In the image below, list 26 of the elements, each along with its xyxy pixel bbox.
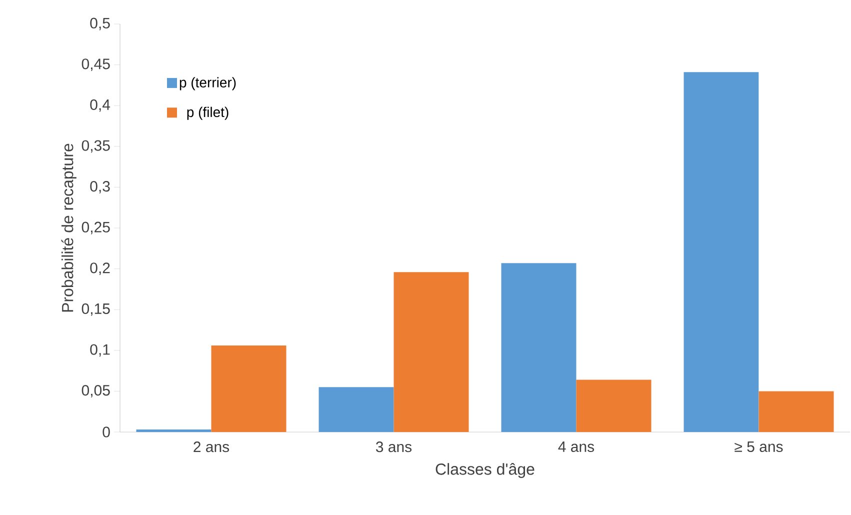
legend-label: p (filet) [187,106,228,120]
x-axis-title: Classes d'âge [436,463,534,478]
x-tick-label: ≥ 5 ans [734,442,783,452]
bar [318,387,394,432]
y-tick-label: 0,25 [82,222,110,234]
bar [758,391,834,432]
bar [211,346,286,432]
x-tick-label: 4 ans [558,442,594,452]
bar [394,272,469,432]
x-tick-label: 2 ans [194,442,230,452]
bar [684,72,759,432]
y-tick-label: 0,2 [90,262,110,275]
x-tick-label: 3 ans [376,442,412,452]
y-tick-label: 0,05 [82,385,110,398]
legend-label: p (terrier) [180,77,236,90]
y-tick-label: 0,15 [82,303,110,316]
bar [576,380,652,432]
y-tick-label: 0 [102,426,110,438]
y-tick-label: 0,3 [90,181,110,194]
y-tick-label: 0,35 [82,140,110,153]
y-tick-label: 0,45 [82,58,110,71]
y-tick-label: 0,1 [90,344,110,357]
y-tick-label: 0,4 [90,99,110,112]
y-axis-title: Probabilité de recapture [61,144,76,312]
bar [501,263,576,432]
y-tick-label: 0,5 [90,18,110,30]
